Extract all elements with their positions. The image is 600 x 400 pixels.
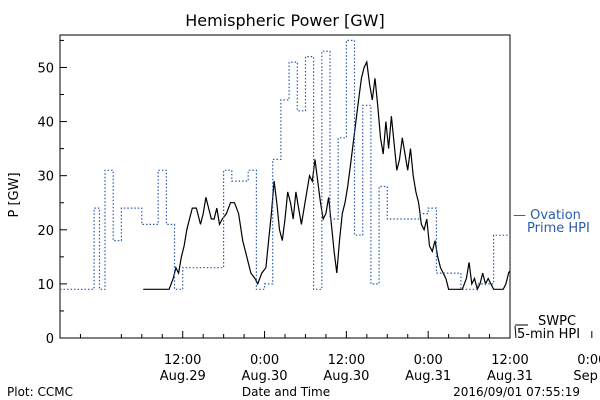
x-tick-date-0: Aug.29 xyxy=(160,369,206,384)
x-tick-date-1: Aug.30 xyxy=(242,369,288,384)
legend-swpc-line2: 5-min HPI xyxy=(517,327,580,342)
legend-ovation-line1: — Ovation xyxy=(513,208,581,223)
series-layer xyxy=(60,39,510,291)
y-tick-label-50: 50 xyxy=(37,61,54,76)
x-axis-label: Date and Time xyxy=(242,385,330,399)
legend-ovation-line2: Prime HPI xyxy=(527,221,590,236)
x-tick-date-3: Aug.31 xyxy=(405,369,451,384)
y-tick-label-40: 40 xyxy=(37,116,54,131)
footer-timestamp: 2016/09/01 07:55:19 xyxy=(453,385,580,399)
y-tick-label-10: 10 xyxy=(37,278,54,293)
x-tick-date-4: Aug.31 xyxy=(487,369,533,384)
series-line-ovation-prime-hpi xyxy=(60,39,510,290)
y-tick-label-20: 20 xyxy=(37,224,54,239)
y-axis-label: P [GW] xyxy=(7,172,22,217)
y-tick-label-0: 0 xyxy=(46,332,54,347)
x-tick-time-4: 12:00 xyxy=(491,353,528,368)
x-tick-time-2: 12:00 xyxy=(328,353,365,368)
x-tick-time-1: 0:00 xyxy=(250,353,279,368)
chart-title: Hemispheric Power [GW] xyxy=(185,11,384,30)
plot-border xyxy=(59,34,511,339)
x-axis: 12:00Aug.290:00Aug.3012:00Aug.300:00Aug.… xyxy=(59,331,600,384)
x-tick-time-5: 0:00 xyxy=(577,353,600,368)
y-tick-label-30: 30 xyxy=(37,170,54,185)
legend-swpc-line1: SWPC xyxy=(538,314,576,329)
series-line-swpc-5-min-hpi xyxy=(143,60,510,291)
x-tick-time-0: 12:00 xyxy=(164,353,201,368)
footer-plot-credit: Plot: CCMC xyxy=(7,385,73,399)
plot-frame xyxy=(59,34,511,339)
x-tick-time-3: 0:00 xyxy=(414,353,443,368)
legend-swpc-tick xyxy=(514,325,517,339)
x-tick-date-2: Aug.30 xyxy=(323,369,369,384)
x-tick-date-5: Sep 1 xyxy=(573,369,600,384)
y-axis: 0 10 20 30 40 50 xyxy=(37,39,67,347)
